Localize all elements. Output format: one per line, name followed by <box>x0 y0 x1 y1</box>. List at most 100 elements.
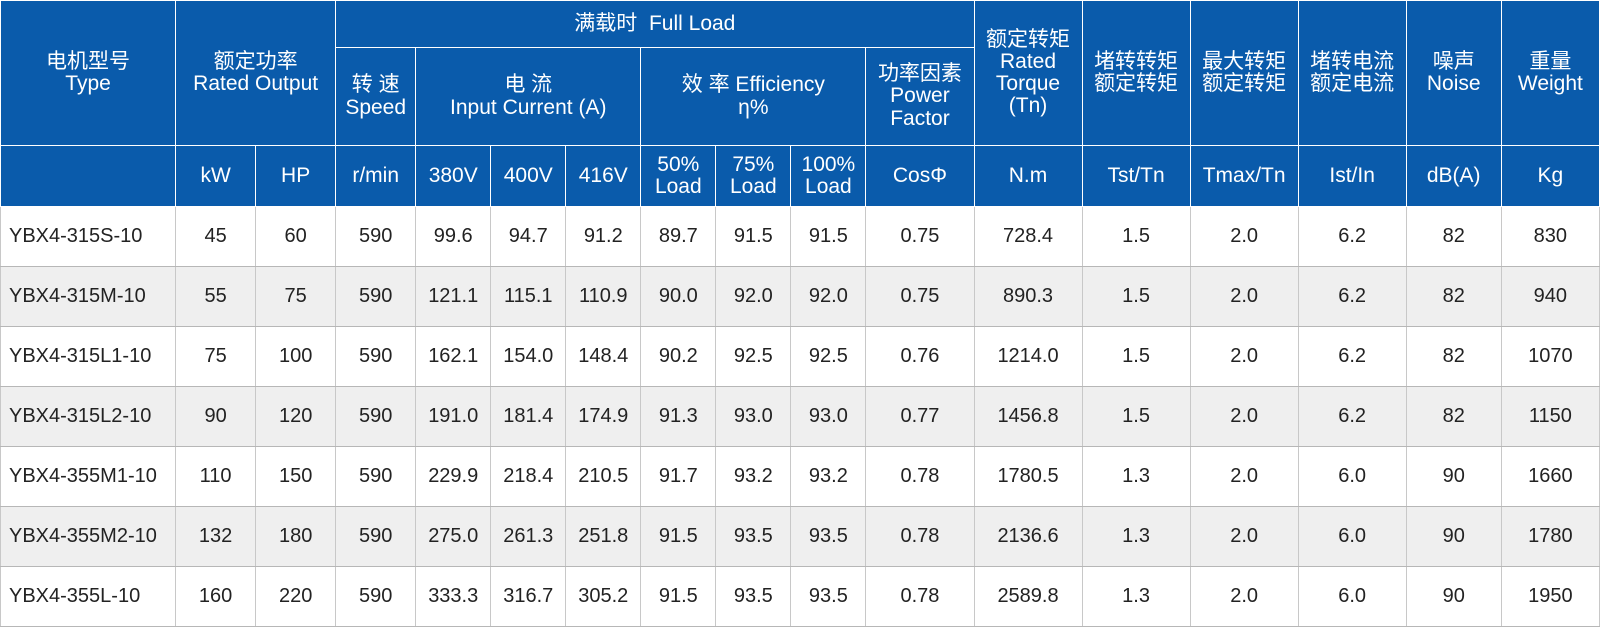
cell-hp: 100 <box>255 326 337 387</box>
cell-torque-nm: 2589.8 <box>973 566 1083 627</box>
cell-eff-50: 91.3 <box>640 386 717 447</box>
cell-eff-50: 89.7 <box>640 206 717 267</box>
cell-current-416v: 174.9 <box>565 386 642 447</box>
cell-torque-nm: 728.4 <box>973 206 1083 267</box>
type-header: 电机型号 Type <box>0 0 177 146</box>
unit-ist-in: Ist/In <box>1297 145 1407 207</box>
table-body: YBX4-315S-10 45 60 590 99.6 94.7 91.2 89.7 91.5 9… <box>0 206 1600 627</box>
cell-eff-75: 93.5 <box>715 506 792 567</box>
cell-current-380v: 275.0 <box>415 506 492 567</box>
cell-eff-75: 93.2 <box>715 446 792 507</box>
unit-nm: N.m <box>973 145 1083 207</box>
max-torque-header: 最大转矩 额定转矩 <box>1189 0 1299 146</box>
cell-current-380v: 162.1 <box>415 326 492 387</box>
cell-ist-in: 6.0 <box>1297 446 1407 507</box>
cell-speed: 590 <box>335 446 417 507</box>
cell-ist-in: 6.2 <box>1297 206 1407 267</box>
cell-current-416v: 251.8 <box>565 506 642 567</box>
cell-cos-phi: 0.77 <box>865 386 975 447</box>
cell-hp: 150 <box>255 446 337 507</box>
cell-tmax-tn: 2.0 <box>1189 386 1299 447</box>
cell-kw: 55 <box>175 266 257 327</box>
cell-kw: 110 <box>175 446 257 507</box>
cell-hp: 220 <box>255 566 337 627</box>
table-row: YBX4-355M1-10 110 150 590 229.9 218.4 210.5 91.… <box>0 446 1600 507</box>
cell-noise-dba: 90 <box>1405 566 1502 627</box>
cell-tmax-tn: 2.0 <box>1189 326 1299 387</box>
cell-kw: 45 <box>175 206 257 267</box>
cell-tmax-tn: 2.0 <box>1189 506 1299 567</box>
cell-type: YBX4-315L1-10 <box>0 326 177 387</box>
cell-eff-50: 91.7 <box>640 446 717 507</box>
rated-torque-header: 额定转矩 Rated Torque (Tn) <box>973 0 1083 146</box>
cell-current-416v: 210.5 <box>565 446 642 507</box>
cell-noise-dba: 90 <box>1405 446 1502 507</box>
cell-torque-nm: 1456.8 <box>973 386 1083 447</box>
cell-speed: 590 <box>335 386 417 447</box>
cell-current-400v: 115.1 <box>490 266 567 327</box>
cell-cos-phi: 0.78 <box>865 566 975 627</box>
cell-eff-50: 90.2 <box>640 326 717 387</box>
cell-current-416v: 110.9 <box>565 266 642 327</box>
cell-current-416v: 305.2 <box>565 566 642 627</box>
cell-eff-75: 92.0 <box>715 266 792 327</box>
cell-tmax-tn: 2.0 <box>1189 266 1299 327</box>
unit-416v: 416V <box>565 145 642 207</box>
cell-current-400v: 181.4 <box>490 386 567 447</box>
cell-speed: 590 <box>335 326 417 387</box>
cell-kw: 90 <box>175 386 257 447</box>
cell-hp: 75 <box>255 266 337 327</box>
cell-weight-kg: 1070 <box>1500 326 1600 387</box>
cell-cos-phi: 0.75 <box>865 266 975 327</box>
cell-noise-dba: 82 <box>1405 386 1502 447</box>
unit-75-load: 75% Load <box>715 145 792 207</box>
cell-ist-in: 6.2 <box>1297 266 1407 327</box>
cell-current-380v: 229.9 <box>415 446 492 507</box>
cell-weight-kg: 1950 <box>1500 566 1600 627</box>
cell-eff-100: 93.5 <box>790 506 867 567</box>
cell-eff-50: 90.0 <box>640 266 717 327</box>
cell-type: YBX4-355M1-10 <box>0 446 177 507</box>
cell-tst-tn: 1.5 <box>1081 266 1191 327</box>
cell-tst-tn: 1.5 <box>1081 206 1191 267</box>
cell-cos-phi: 0.76 <box>865 326 975 387</box>
cell-current-380v: 121.1 <box>415 266 492 327</box>
cell-ist-in: 6.2 <box>1297 326 1407 387</box>
cell-eff-100: 92.5 <box>790 326 867 387</box>
cell-hp: 180 <box>255 506 337 567</box>
full-load-header: 满载时 Full Load <box>335 0 975 48</box>
cell-eff-75: 93.5 <box>715 566 792 627</box>
table-row: YBX4-355L-10 160 220 590 333.3 316.7 305.2 91.5… <box>0 566 1600 627</box>
cell-torque-nm: 1214.0 <box>973 326 1083 387</box>
noise-header: 噪声 Noise <box>1405 0 1502 146</box>
table-row: YBX4-315L1-10 75 100 590 162.1 154.0 148.4 90.2… <box>0 326 1600 387</box>
cell-ist-in: 6.0 <box>1297 566 1407 627</box>
cell-eff-75: 93.0 <box>715 386 792 447</box>
cell-current-416v: 91.2 <box>565 206 642 267</box>
cell-eff-100: 92.0 <box>790 266 867 327</box>
cell-weight-kg: 830 <box>1500 206 1600 267</box>
cell-current-416v: 148.4 <box>565 326 642 387</box>
unit-50-load: 50% Load <box>640 145 717 207</box>
cell-tmax-tn: 2.0 <box>1189 206 1299 267</box>
cell-torque-nm: 1780.5 <box>973 446 1083 507</box>
cell-eff-100: 93.0 <box>790 386 867 447</box>
rated-output-header: 额定功率 Rated Output <box>175 0 337 146</box>
unit-rpm: r/min <box>335 145 417 207</box>
cell-type: YBX4-315L2-10 <box>0 386 177 447</box>
cell-type: YBX4-355M2-10 <box>0 506 177 567</box>
type-unit-cell <box>0 145 177 207</box>
cell-kw: 132 <box>175 506 257 567</box>
unit-100-load: 100% Load <box>790 145 867 207</box>
cell-ist-in: 6.2 <box>1297 386 1407 447</box>
cell-tst-tn: 1.5 <box>1081 386 1191 447</box>
cell-current-380v: 333.3 <box>415 566 492 627</box>
cell-speed: 590 <box>335 206 417 267</box>
cell-eff-100: 93.5 <box>790 566 867 627</box>
cell-torque-nm: 890.3 <box>973 266 1083 327</box>
input-current-header: 电 流 Input Current (A) <box>415 47 642 146</box>
cell-current-400v: 94.7 <box>490 206 567 267</box>
locked-current-header: 堵转电流 额定电流 <box>1297 0 1407 146</box>
cell-torque-nm: 2136.6 <box>973 506 1083 567</box>
